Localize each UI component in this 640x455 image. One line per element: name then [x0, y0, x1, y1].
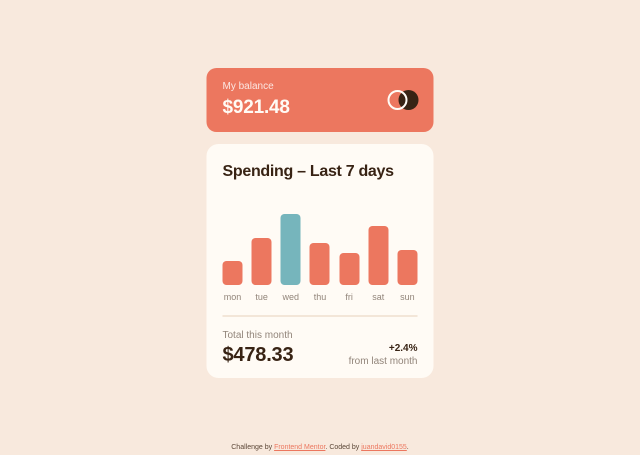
- attribution-prefix: Challenge by: [231, 444, 275, 451]
- expenses-chart-component: My balance $921.48 Spending – Last 7 day…: [206, 68, 434, 378]
- chart-day-label: sun: [400, 292, 415, 302]
- logo-circles-icon: [387, 90, 419, 110]
- chart-day-label: thu: [313, 292, 327, 302]
- chart-bar-tue[interactable]: [251, 237, 272, 285]
- chart-day-column: sat: [368, 226, 389, 303]
- balance-amount: $921.48: [222, 97, 290, 118]
- chart-bar-sat[interactable]: [368, 226, 389, 285]
- balance-card: My balance $921.48: [206, 68, 434, 132]
- frontend-mentor-link[interactable]: Frontend Mentor: [274, 444, 326, 451]
- spending-title: Spending – Last 7 days: [222, 163, 395, 180]
- spending-card: Spending – Last 7 days mon tue wed thu fri sa…: [206, 144, 434, 378]
- chart-day-column: tue: [251, 237, 272, 303]
- chart-day-column: sun: [397, 250, 418, 303]
- chart-day-column: fri: [339, 253, 360, 303]
- change-percent: +2.4%: [388, 343, 418, 354]
- chart-bar-fri[interactable]: [339, 253, 360, 285]
- logo-ring-circle: [387, 90, 408, 110]
- change-block: +2.4% from last month: [349, 343, 418, 367]
- chart-bar-sun[interactable]: [397, 250, 418, 285]
- attribution-middle: . Coded by: [325, 444, 362, 451]
- chart-bar-thu[interactable]: [309, 242, 330, 285]
- attribution-footer: Challenge by Frontend Mentor. Coded by j…: [0, 444, 640, 451]
- chart-day-label: mon: [223, 292, 242, 302]
- attribution-suffix: .: [406, 444, 409, 451]
- chart-day-column: wed: [280, 214, 301, 303]
- chart-day-label: sat: [372, 292, 385, 302]
- total-label: Total this month: [222, 330, 293, 341]
- spending-chart: mon tue wed thu fri sat sun: [222, 214, 418, 303]
- balance-label: My balance: [222, 81, 274, 92]
- balance-info: My balance $921.48: [223, 81, 290, 119]
- total-amount: $478.33: [222, 344, 294, 366]
- chart-day-label: tue: [255, 292, 268, 302]
- divider: [222, 315, 418, 317]
- chart-day-label: wed: [282, 292, 300, 302]
- total-row: Total this month $478.33 +2.4% from last…: [223, 330, 418, 367]
- chart-day-column: mon: [222, 261, 243, 303]
- chart-day-label: fri: [345, 292, 353, 302]
- chart-bar-wed[interactable]: [280, 214, 301, 285]
- total-block: Total this month $478.33: [223, 330, 294, 367]
- chart-day-column: thu: [309, 242, 330, 303]
- author-link[interactable]: juandavid0155: [361, 444, 407, 451]
- chart-bar-mon[interactable]: [222, 261, 243, 285]
- change-label: from last month: [348, 356, 418, 367]
